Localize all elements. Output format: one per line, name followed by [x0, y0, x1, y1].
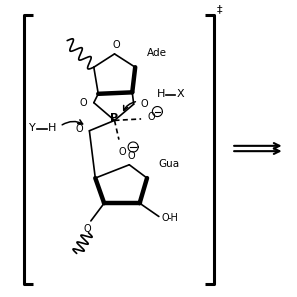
- Text: O: O: [83, 225, 91, 234]
- Text: O: O: [140, 99, 148, 109]
- Text: -H: -H: [168, 213, 178, 223]
- Text: X: X: [176, 89, 184, 99]
- Text: O: O: [147, 112, 155, 121]
- Text: Gua: Gua: [159, 159, 180, 169]
- Text: O: O: [128, 151, 135, 161]
- Text: ‡: ‡: [217, 4, 222, 14]
- Text: O: O: [75, 124, 83, 134]
- Text: O: O: [80, 98, 87, 108]
- Text: H: H: [48, 123, 56, 133]
- Text: O: O: [112, 40, 120, 50]
- Text: P: P: [110, 113, 118, 123]
- Text: Y: Y: [29, 123, 36, 133]
- Text: H: H: [157, 89, 165, 99]
- Text: O: O: [119, 147, 126, 157]
- Text: Ade: Ade: [147, 48, 167, 58]
- Text: O: O: [161, 213, 169, 223]
